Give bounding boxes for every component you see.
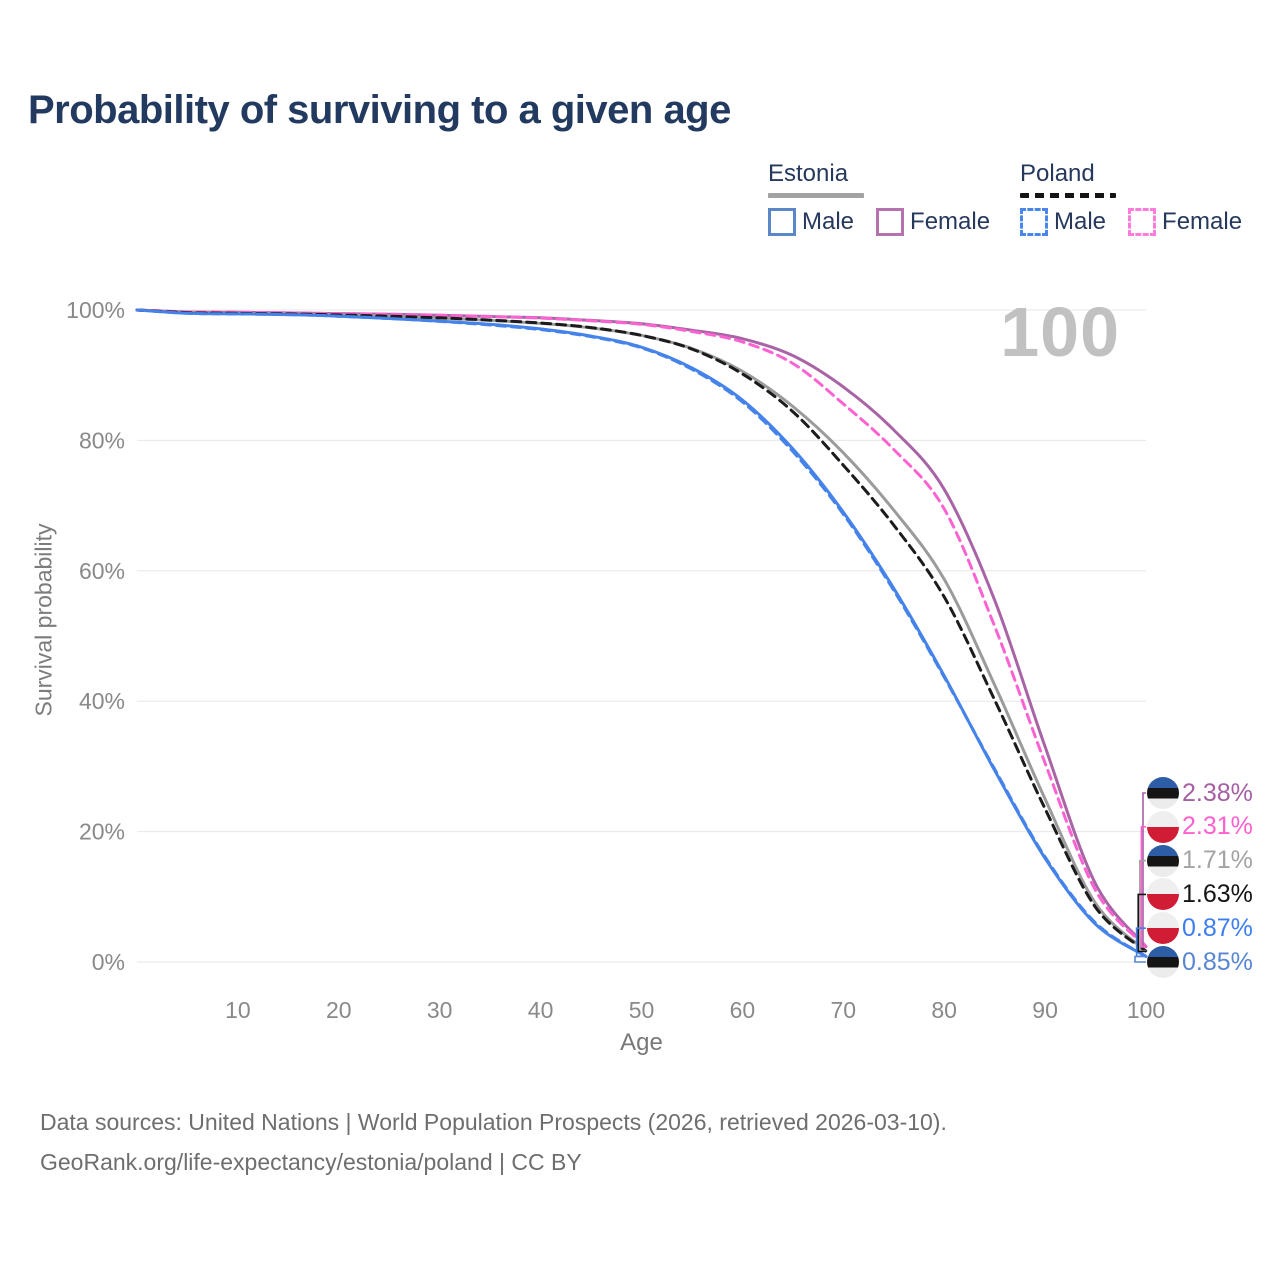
legend-poland-items: Male Female [1020,208,1264,236]
curve-poland-both [135,308,1148,953]
age-counter-watermark: 100 [1000,293,1120,371]
y-tick-label: 0% [92,949,125,975]
legend-group-estonia: Estonia Male Female [768,160,1012,236]
page-title: Probability of surviving to a given age [28,88,731,132]
footer: Data sources: United Nations | World Pop… [40,1102,947,1182]
x-tick-label: 10 [225,997,251,1023]
x-tick-label: 30 [427,997,453,1023]
x-tick-label: 60 [730,997,756,1023]
x-tick-label: 80 [931,997,957,1023]
curve-poland-female [135,308,1148,949]
footer-data-sources: Data sources: United Nations | World Pop… [40,1109,947,1135]
curve-poland-male [135,308,1148,958]
poland-line-sample [1020,193,1116,198]
leader-line [1142,792,1146,948]
x-tick-label: 100 [1127,997,1165,1023]
estonia-female-swatch-icon [876,208,905,236]
legend-estonia-label: Estonia [768,160,849,187]
legend-item-poland-male[interactable]: Male [1020,208,1106,236]
x-tick-label: 90 [1032,997,1058,1023]
x-tick-label: 40 [528,997,554,1023]
legend-item-label: Male [1054,208,1107,235]
x-tick-label: 70 [831,997,857,1023]
legend-estonia-header: Estonia [768,160,1012,198]
legend-group-poland: Poland Male Female [1020,160,1264,236]
legend-estonia-items: Male Female [768,208,1012,236]
y-tick-label: 80% [79,427,125,453]
y-axis-label: Survival probability [30,523,57,717]
poland-male-swatch-icon [1020,208,1048,236]
leader-line [1134,955,1146,963]
legend-item-label: Male [802,208,855,235]
curve-estonia-both [135,308,1148,953]
leader-line [1140,826,1146,948]
legend-item-poland-female[interactable]: Female [1128,208,1242,236]
curve-estonia-male [135,308,1148,958]
poland-female-swatch-icon [1128,208,1157,236]
curve-estonia-female [135,308,1148,948]
y-tick-label: 40% [79,688,125,714]
x-tick-label: 50 [629,997,655,1023]
footer-attribution: GeoRank.org/life-expectancy/estonia/pola… [40,1149,582,1175]
y-tick-label: 100% [66,297,125,323]
leader-line [1137,893,1146,953]
x-tick-label: 20 [326,997,352,1023]
estonia-line-sample [768,193,864,198]
legend-item-estonia-male[interactable]: Male [768,208,854,236]
legend-poland-header: Poland [1020,160,1264,198]
y-tick-label: 20% [79,819,125,845]
legend-item-label: Female [1162,208,1243,235]
legend-item-estonia-female[interactable]: Female [876,208,990,236]
x-axis-label: Age [620,1029,663,1056]
legend-item-label: Female [910,208,991,235]
legend-poland-label: Poland [1020,160,1095,187]
estonia-male-swatch-icon [768,208,796,236]
y-tick-label: 60% [79,558,125,584]
